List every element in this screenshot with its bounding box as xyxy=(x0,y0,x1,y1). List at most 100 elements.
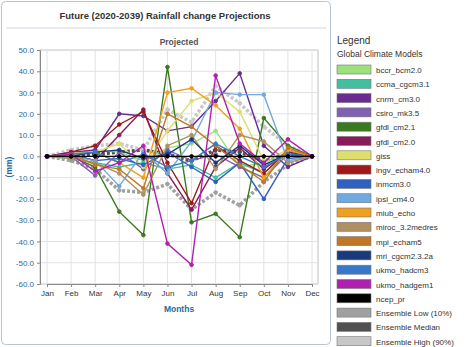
legend-item: ccma_cgcm3.1 xyxy=(337,79,430,89)
x-tick: Dec xyxy=(305,284,319,298)
series-point xyxy=(238,150,242,154)
y-tick: 10.0 xyxy=(18,131,40,140)
y-tick-label: 10.0 xyxy=(18,131,34,140)
series-point xyxy=(286,161,290,165)
x-axis-line xyxy=(48,285,313,288)
series-point xyxy=(214,191,218,195)
series-point xyxy=(238,101,242,105)
y-tick-mark xyxy=(37,178,40,179)
x-tick: Sep xyxy=(233,284,248,298)
legend-label: mpi_echam5 xyxy=(376,238,422,247)
series-point xyxy=(310,155,314,159)
legend-title: Legend xyxy=(337,35,370,46)
title-rule xyxy=(6,28,326,29)
series-point xyxy=(262,116,266,120)
series-point xyxy=(117,142,121,146)
x-tick-mark xyxy=(71,284,72,287)
legend-swatch xyxy=(337,194,371,203)
grid xyxy=(40,50,318,284)
series-point xyxy=(262,176,266,180)
series-point xyxy=(166,242,170,246)
x-tick-mark xyxy=(167,284,168,287)
series-point xyxy=(310,155,314,159)
series-point xyxy=(190,208,194,212)
series-point xyxy=(214,104,218,108)
x-tick-label: Nov xyxy=(281,289,295,298)
y-tick: 30.0 xyxy=(18,89,40,98)
series-line xyxy=(47,93,312,187)
series-point xyxy=(286,138,290,142)
series-point xyxy=(69,155,73,159)
x-tick-mark xyxy=(192,284,193,287)
x-tick: Mar xyxy=(89,284,103,298)
series-point xyxy=(45,155,49,159)
legend-label: cnrm_cm3.0 xyxy=(376,95,421,104)
chart-subtitle: Projected xyxy=(160,37,199,47)
series-point xyxy=(45,155,49,159)
y-tick-label: -40.0 xyxy=(16,238,35,247)
series-point xyxy=(286,155,290,159)
grid-line xyxy=(71,50,72,284)
x-tick-label: Jan xyxy=(41,289,54,298)
legend-swatch xyxy=(337,222,371,231)
series-point xyxy=(310,155,314,159)
x-tick: Jan xyxy=(41,284,54,298)
series-point xyxy=(45,155,49,159)
series-point xyxy=(214,129,218,133)
series-point xyxy=(69,155,73,159)
chart-title: Future (2020-2039) Rainfall change Proje… xyxy=(59,10,270,21)
series-point xyxy=(117,142,121,146)
series-point xyxy=(117,172,121,176)
legend-label: ccma_cgcm3.1 xyxy=(376,80,430,89)
series-point xyxy=(117,161,121,165)
series xyxy=(45,138,314,167)
series xyxy=(45,65,314,239)
y-tick-mark xyxy=(37,50,40,51)
x-tick: Jul xyxy=(187,284,197,298)
series-point xyxy=(238,235,242,239)
series-point xyxy=(142,186,146,190)
y-tick-mark xyxy=(37,263,40,264)
plot-area xyxy=(40,50,318,284)
series-point xyxy=(214,74,218,78)
y-tick: 20.0 xyxy=(18,110,40,119)
series-point xyxy=(142,176,146,180)
series-point xyxy=(166,161,170,165)
series-point xyxy=(238,72,242,76)
series-point xyxy=(45,155,49,159)
y-tick-mark xyxy=(37,241,40,242)
y-tick: -20.0 xyxy=(16,195,40,204)
series-point xyxy=(45,155,49,159)
y-tick: 40.0 xyxy=(18,67,40,76)
legend-swatch xyxy=(337,179,371,188)
series-point xyxy=(45,155,49,159)
x-tick-label: Jul xyxy=(187,289,197,298)
legend-label: Ensemble High (90%) xyxy=(376,338,454,347)
series-point xyxy=(93,150,97,154)
series-line xyxy=(47,67,312,237)
series-point xyxy=(190,125,194,129)
x-tick-label: May xyxy=(136,289,151,298)
series-point xyxy=(166,172,170,176)
series-point xyxy=(69,155,73,159)
legend-item: gfdl_cm2.1 xyxy=(337,122,416,132)
legend-label: inmcm3.0 xyxy=(376,180,411,189)
legend-item: Ensemble High (90%) xyxy=(337,337,454,347)
legend-label: gfdl_cm2.0 xyxy=(376,138,416,147)
legend-item: mpi_echam5 xyxy=(337,237,422,247)
series-group xyxy=(45,65,314,266)
series-point xyxy=(45,155,49,159)
y-tick-label: -30.0 xyxy=(16,216,35,225)
y-tick-mark xyxy=(37,71,40,72)
legend-label: ncep_pr xyxy=(376,295,405,304)
series-point xyxy=(310,155,314,159)
y-tick-label: 20.0 xyxy=(18,110,34,119)
legend-label: Ensemble Low (10%) xyxy=(376,309,452,318)
series-point xyxy=(214,161,218,165)
x-tick-label: Feb xyxy=(65,289,79,298)
x-tick: Oct xyxy=(258,284,271,298)
legend-swatch xyxy=(337,208,371,217)
grid-line xyxy=(40,71,318,72)
legend-swatch xyxy=(337,337,371,346)
x-tick-mark xyxy=(95,284,96,287)
